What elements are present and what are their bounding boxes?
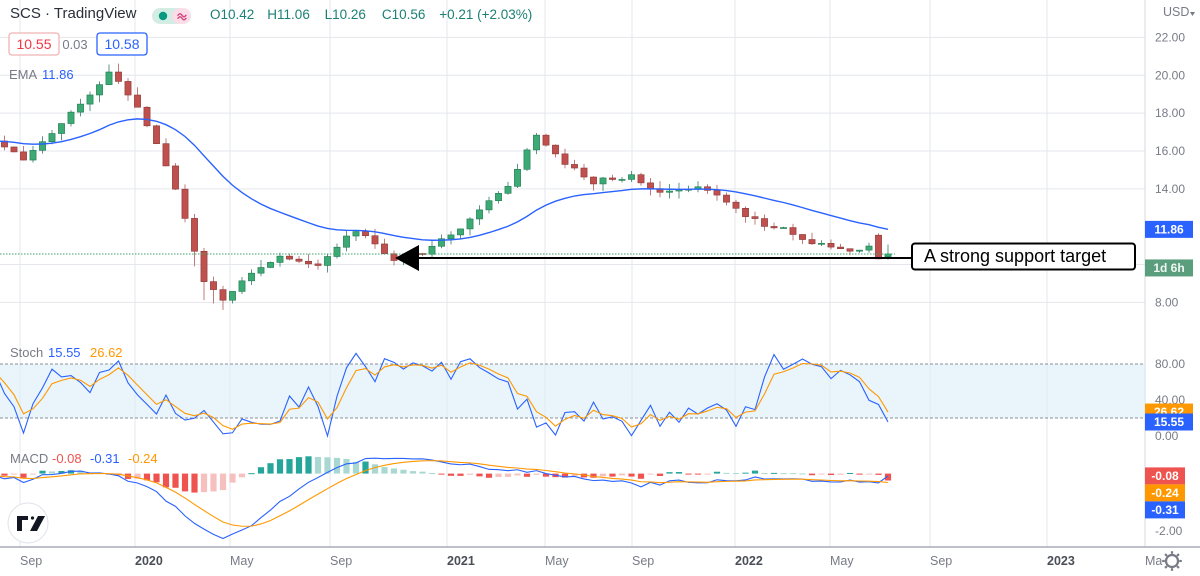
svg-text:MACD: MACD: [10, 451, 48, 466]
svg-text:-0.31: -0.31: [90, 451, 120, 466]
svg-text:O10.42: O10.42: [210, 7, 254, 22]
svg-text:22.00: 22.00: [1155, 30, 1185, 44]
svg-text:-0.08: -0.08: [52, 451, 82, 466]
svg-text:10.55: 10.55: [16, 36, 51, 52]
svg-text:8.00: 8.00: [1155, 295, 1179, 309]
svg-text:2021: 2021: [447, 554, 475, 568]
svg-text:+0.21 (+2.03%): +0.21 (+2.03%): [439, 7, 532, 22]
svg-text:10.58: 10.58: [104, 36, 139, 52]
svg-text:Sep: Sep: [632, 554, 654, 568]
svg-text:-0.08: -0.08: [1151, 469, 1179, 483]
svg-text:1d 6h: 1d 6h: [1153, 261, 1184, 275]
svg-text:11.86: 11.86: [1154, 222, 1184, 236]
svg-text:May: May: [545, 554, 569, 568]
svg-text:2023: 2023: [1047, 554, 1075, 568]
svg-text:USD: USD: [1163, 5, 1189, 19]
svg-text:Ma: Ma: [1145, 554, 1162, 568]
svg-text:C10.56: C10.56: [382, 7, 426, 22]
svg-text:Sep: Sep: [330, 554, 352, 568]
svg-text:0.00: 0.00: [1155, 429, 1179, 443]
svg-text:-2.00: -2.00: [1155, 524, 1183, 538]
svg-text:26.62: 26.62: [90, 345, 123, 360]
svg-text:Sep: Sep: [930, 554, 952, 568]
svg-text:80.00: 80.00: [1155, 357, 1185, 371]
svg-text:14.00: 14.00: [1155, 182, 1185, 196]
svg-text:May: May: [230, 554, 254, 568]
svg-text:18.00: 18.00: [1155, 106, 1185, 120]
svg-text:2022: 2022: [735, 554, 763, 568]
svg-text:Stoch: Stoch: [10, 345, 43, 360]
svg-text:11.86: 11.86: [42, 67, 74, 82]
svg-text:15.55: 15.55: [1154, 415, 1184, 429]
svg-text:EMA: EMA: [9, 67, 38, 82]
svg-text:L10.26: L10.26: [325, 7, 366, 22]
svg-text:15.55: 15.55: [48, 345, 81, 360]
svg-text:0.03: 0.03: [62, 37, 87, 52]
svg-text:A strong support target: A strong support target: [924, 246, 1106, 266]
svg-text:16.00: 16.00: [1155, 144, 1185, 158]
svg-text:SCS · TradingView: SCS · TradingView: [10, 5, 137, 22]
svg-text:-0.24: -0.24: [1151, 486, 1179, 500]
svg-text:H11.06: H11.06: [267, 7, 310, 22]
svg-text:-0.24: -0.24: [128, 451, 158, 466]
svg-text:-0.31: -0.31: [1151, 503, 1179, 517]
svg-text:May: May: [830, 554, 854, 568]
svg-text:2020: 2020: [135, 554, 163, 568]
svg-text:20.00: 20.00: [1155, 68, 1185, 82]
svg-text:Sep: Sep: [20, 554, 42, 568]
